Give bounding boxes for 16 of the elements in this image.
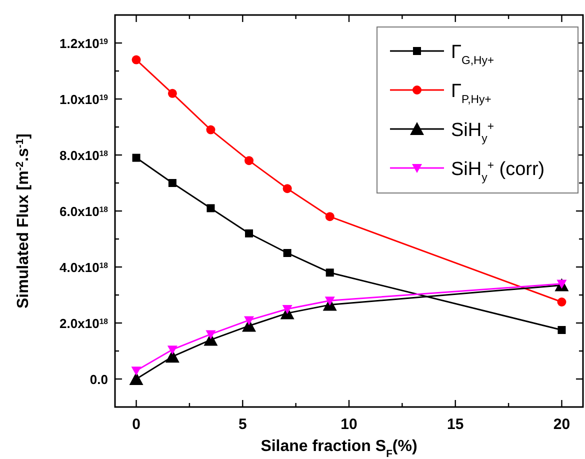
x-tick-label: 10 — [340, 416, 358, 433]
y-tick-label: 1.2x10$^{19}$ — [60, 36, 109, 51]
y-tick-label: 1.0x10$^{19}$ — [60, 92, 109, 107]
y-tick-label: 8.0x10$^{18}$ — [60, 148, 109, 163]
y-tick-label: 2.0x10$^{18}$ — [60, 316, 109, 331]
legend-label: SiH$_{y}$$^{+}$ (corr) — [451, 159, 545, 184]
x-axis-title: Silane fraction S$_{F}$(%) — [260, 438, 418, 459]
y-tick-label: 4.0x10$^{18}$ — [60, 260, 109, 275]
x-tick-label: 0 — [132, 416, 140, 433]
x-tick-label: 20 — [553, 416, 570, 433]
legend-label: Γ$_{P,Hy+}$ — [451, 81, 492, 106]
y-tick-label: 0.0 — [90, 372, 108, 387]
x-tick-label: 15 — [447, 416, 464, 433]
x-tick-label: 5 — [238, 416, 247, 433]
y-tick-label: 6.0x10$^{18}$ — [60, 204, 109, 219]
legend-label: Γ$_{G,Hy+}$ — [451, 42, 494, 67]
